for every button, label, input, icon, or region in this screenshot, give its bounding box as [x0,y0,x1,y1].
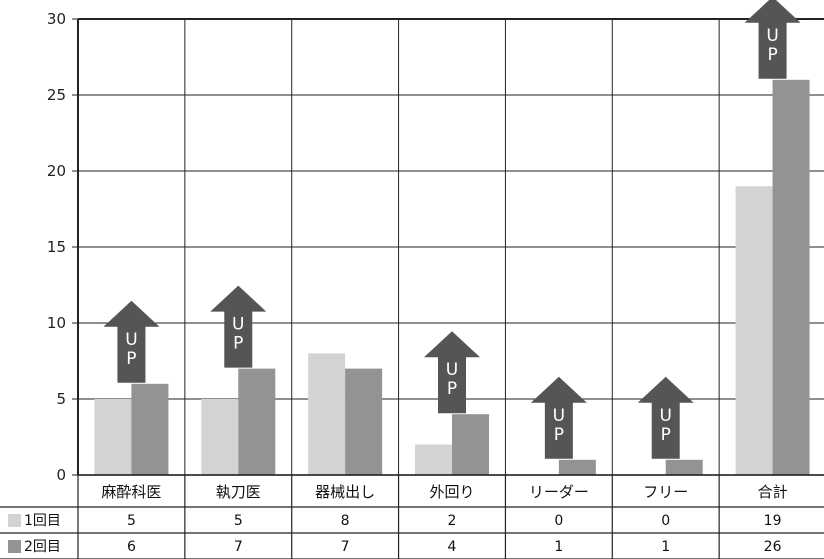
up-arrow-letter: U [125,330,137,350]
bar-2-3 [452,414,489,475]
bar-1-2 [308,353,346,475]
up-arrow-shape [530,376,587,459]
category-label: 麻酔科医 [101,483,161,501]
y-tick-label: 20 [47,162,66,180]
up-arrow-letter: P [767,45,777,65]
bar-2-5 [665,459,703,475]
up-arrow-letter: P [447,379,457,399]
category-label: 器械出し [315,483,375,501]
bar-2-1 [238,368,276,475]
y-tick-label: 15 [47,238,66,256]
up-arrow-1: UP [210,285,267,368]
y-tick-label: 5 [56,390,66,408]
table-value: 2 [448,513,457,529]
up-arrow-letter: P [233,334,243,354]
up-arrow-shape [744,0,801,79]
up-arrow-letter: U [553,406,565,426]
y-tick-label: 25 [47,86,66,104]
bar-2-6 [772,79,810,476]
table-value: 4 [448,539,457,555]
legend-swatch-1 [8,514,21,527]
up-arrow-4: UP [530,376,587,459]
bar-1-6 [735,186,773,475]
bar-1-3 [415,444,452,475]
table-value: 7 [341,539,350,555]
y-tick-label: 0 [56,466,66,484]
legend-swatch-2 [8,540,21,553]
up-arrow-letter: P [661,425,671,445]
up-arrow-letter: P [554,425,564,445]
table-value: 8 [341,513,350,529]
up-arrow-shape [210,285,267,368]
table-value: 5 [234,513,243,529]
up-arrow-letter: U [766,26,778,46]
category-label: リーダー [529,483,589,501]
up-arrow-letter: U [232,315,244,335]
bar-2-4 [558,459,596,475]
table-value: 26 [764,539,782,555]
bar-1-1 [201,399,239,475]
data-table: 麻酔科医 執刀医 器械出し 外回り リーダー フリー 合計 1回目 5 5 8 2 0 0 19 2回目 6 7 7… [0,474,824,559]
table-value: 1 [661,539,670,555]
legend-label: 2回目 [24,539,61,555]
category-label: 外回り [429,483,474,501]
up-arrow-shape [424,331,480,414]
table-value: 7 [234,539,243,555]
category-label: 執刀医 [216,483,261,501]
up-arrow-letter: P [126,349,136,369]
legend-label: 1回目 [24,513,61,529]
bars [94,79,810,476]
table-value: 5 [127,513,136,529]
up-arrow-shape [103,300,160,383]
table-value: 6 [127,539,136,555]
y-tick-label: 10 [47,314,66,332]
table-value: 0 [661,513,670,529]
table-value: 1 [554,539,563,555]
up-arrow-0: UP [103,300,160,383]
bar-2-2 [345,368,383,475]
up-arrow-letter: U [659,406,671,426]
y-tick-label: 30 [47,10,66,28]
category-label: フリー [643,483,688,501]
up-arrow-6: UP [744,0,801,79]
bar-1-0 [94,399,132,475]
up-arrow-shape [637,376,694,459]
category-label: 合計 [758,483,788,501]
up-arrow-3: UP [424,331,480,414]
up-arrow-letter: U [446,360,458,380]
table-value: 19 [764,513,782,529]
bar-2-0 [131,383,169,475]
up-arrow-5: UP [637,376,694,459]
table-value: 0 [554,513,563,529]
